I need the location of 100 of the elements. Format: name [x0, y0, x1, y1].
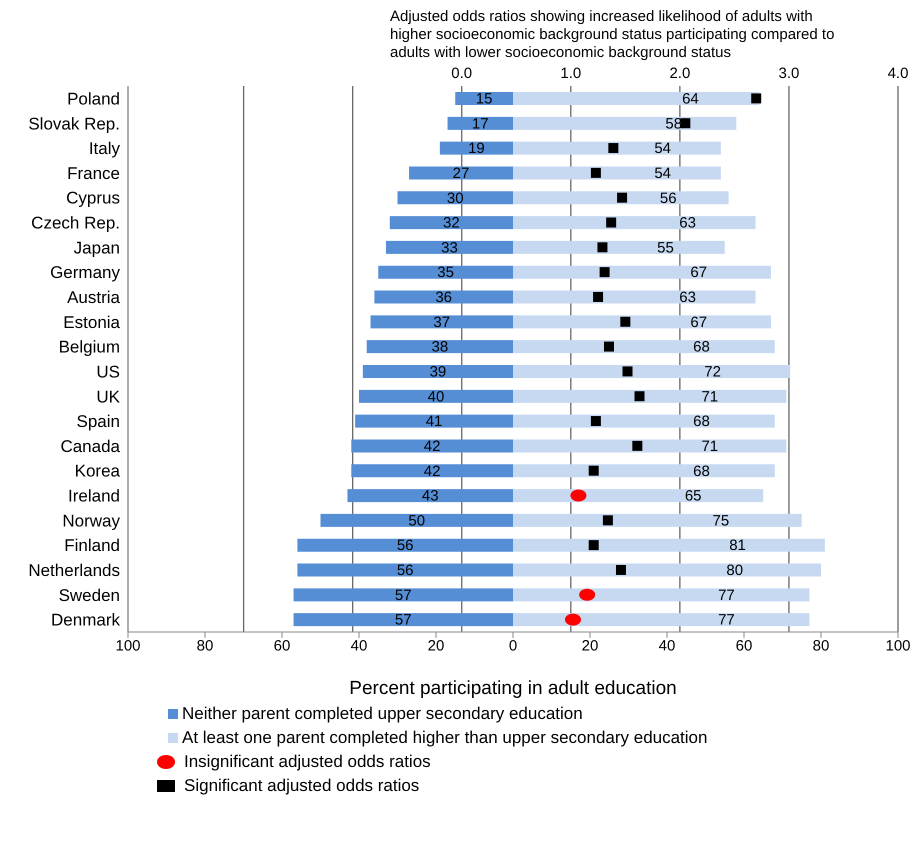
x-tick-label: 100 — [885, 638, 911, 655]
y-tick-label: Czech Rep. — [31, 214, 120, 233]
x2-axis-title: Adjusted odds ratios showing increased likelihood of adults with higher socioeconomic background status participating compared to adults with lower socioeconomic background status — [390, 8, 836, 62]
legend-label: At least one parent completed higher than upper secondary education — [182, 728, 708, 748]
y-tick-label: Cyprus — [66, 188, 120, 208]
bar — [294, 588, 513, 602]
data-label: 72 — [704, 364, 721, 380]
bar — [513, 390, 786, 403]
legend-label: Neither parent completed upper secondary education — [182, 704, 583, 724]
y-tick-label: US — [96, 362, 120, 382]
data-label: 43 — [422, 488, 439, 505]
y-tick-label: Poland — [67, 89, 120, 108]
y-tick-label: France — [67, 164, 120, 183]
bar — [513, 439, 786, 452]
data-label: 50 — [408, 512, 426, 530]
data-label: 65 — [684, 488, 702, 505]
bar — [513, 240, 725, 254]
bar — [366, 340, 513, 354]
data-label: 75 — [712, 512, 730, 530]
data-label: 35 — [437, 264, 454, 282]
point — [604, 342, 614, 352]
data-label: 77 — [718, 612, 735, 629]
bar — [378, 266, 513, 279]
data-label: 27 — [452, 164, 470, 182]
y-tick-label: Germany — [50, 263, 120, 282]
point — [620, 316, 630, 327]
point — [617, 192, 628, 203]
y-tick-label: UK — [96, 387, 121, 406]
data-label: 30 — [446, 190, 464, 207]
x2-tick-label: 3.0 — [778, 65, 800, 82]
data-label: 67 — [690, 314, 708, 331]
data-label: 68 — [693, 462, 710, 480]
y-tick-label: Finland — [64, 536, 120, 556]
data-label: 57 — [394, 612, 412, 629]
data-label: 63 — [679, 289, 696, 306]
y-tick-label: Korea — [74, 462, 121, 481]
bar — [513, 464, 775, 478]
y-tick-label: Netherlands — [28, 560, 120, 580]
x-tick-label: 20 — [428, 638, 444, 655]
bar — [513, 216, 756, 230]
y-tick-label: Italy — [88, 139, 120, 158]
data-label: 57 — [394, 586, 412, 604]
x-axis-title: Percent participating in adult education — [349, 678, 677, 699]
bar — [513, 414, 775, 428]
bar — [297, 538, 513, 552]
data-label: 32 — [443, 214, 460, 232]
bar — [513, 365, 790, 378]
bar — [398, 191, 513, 204]
data-label: 56 — [396, 537, 414, 554]
data-label: 80 — [726, 562, 744, 580]
data-label: 55 — [657, 239, 674, 256]
x-tick-label: 40 — [658, 638, 676, 655]
bar — [409, 166, 513, 180]
point — [579, 588, 596, 601]
x-tick-label: 60 — [274, 638, 290, 655]
point — [632, 440, 642, 451]
bar — [513, 340, 775, 354]
bar — [294, 613, 513, 626]
data-label: 33 — [441, 239, 458, 256]
bar — [359, 390, 513, 403]
bar — [513, 266, 771, 279]
data-label: 38 — [432, 338, 448, 356]
bar — [513, 588, 810, 602]
x2-tick-label: 0.0 — [451, 65, 472, 82]
y-tick-label: Estonia — [63, 312, 121, 332]
bar — [513, 538, 825, 552]
bar — [440, 142, 513, 155]
bar — [351, 439, 513, 452]
data-label: 67 — [690, 264, 708, 282]
y-tick-label: Belgium — [58, 338, 120, 357]
point — [590, 416, 601, 426]
point — [622, 366, 633, 376]
point — [588, 466, 599, 476]
bar — [320, 514, 513, 527]
bar — [362, 365, 513, 378]
point — [751, 93, 762, 104]
data-label: 37 — [433, 314, 450, 331]
point — [680, 118, 690, 128]
y-tick-label: Slovak Rep. — [28, 114, 120, 134]
bar — [448, 116, 513, 130]
bar — [513, 564, 821, 577]
bar — [351, 464, 513, 478]
y-tick-label: Denmark — [51, 610, 120, 630]
x-tick-label: 80 — [196, 638, 214, 655]
x-tick-label: 80 — [812, 638, 830, 655]
bar — [390, 216, 513, 230]
y-tick-label: Spain — [76, 412, 120, 432]
point — [600, 267, 610, 278]
data-label: 42 — [424, 462, 440, 480]
y-tick-label: Sweden — [58, 586, 120, 605]
bar — [347, 489, 513, 502]
point — [570, 490, 586, 502]
data-label: 15 — [476, 90, 492, 108]
x2-tick-label: 2.0 — [669, 65, 690, 82]
bar — [455, 92, 513, 105]
point — [634, 391, 645, 402]
data-label: 56 — [660, 190, 677, 207]
x2-tick-label: 1.0 — [560, 65, 582, 82]
legend-label: Insignificant adjusted odds ratios — [184, 752, 431, 772]
bar — [513, 166, 721, 180]
